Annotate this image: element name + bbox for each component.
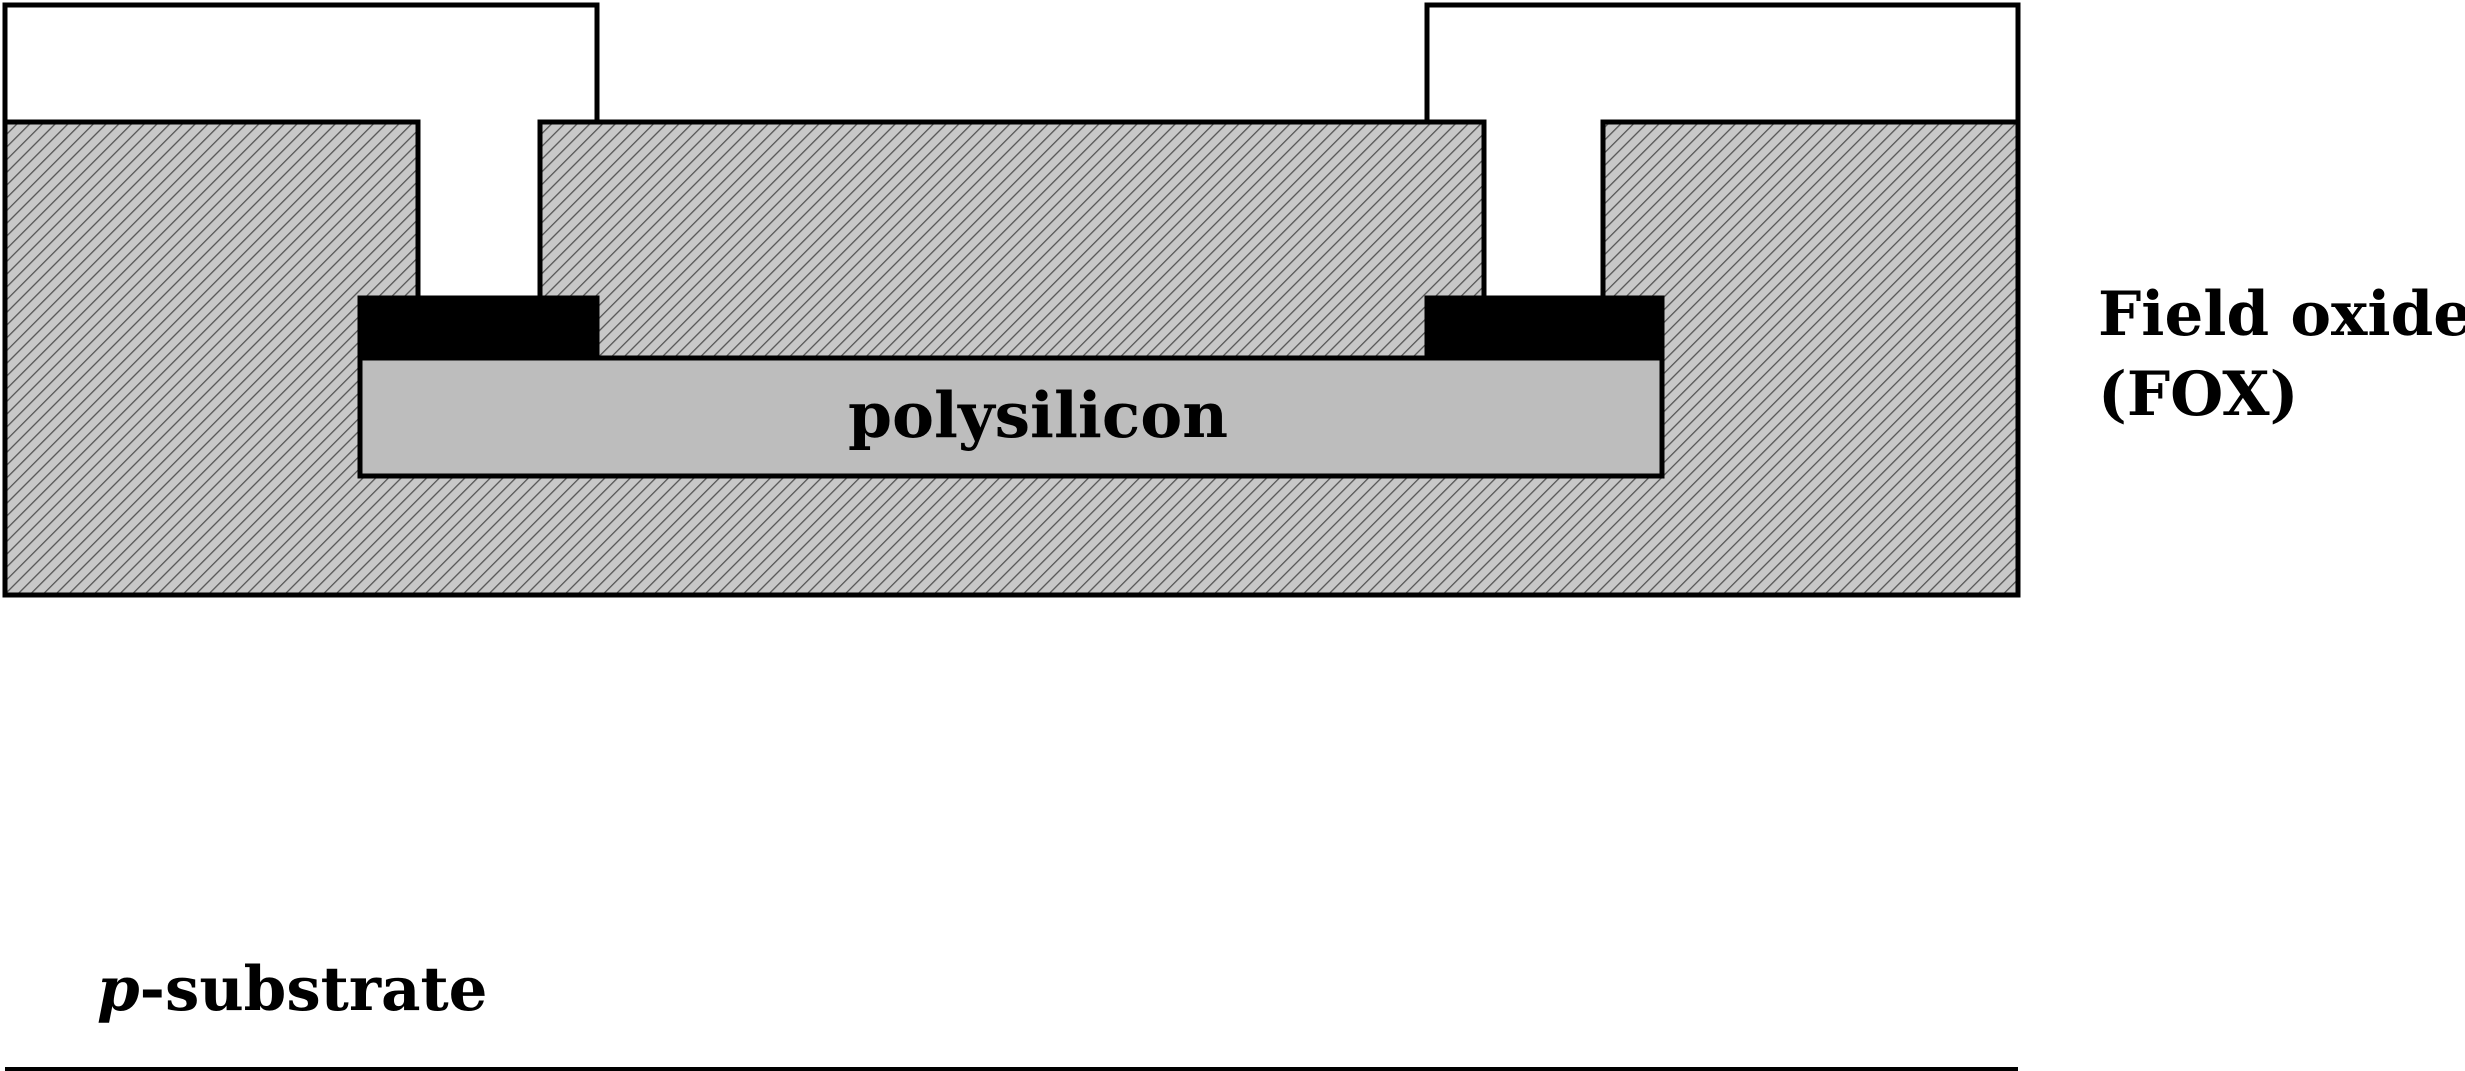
field-oxide-abbrev-label: (FOX) xyxy=(2098,359,2298,430)
contact-pad-right xyxy=(1424,295,1665,361)
p-substrate-label: p-substrate xyxy=(97,954,488,1025)
polysilicon-label: polysilicon xyxy=(848,378,1228,452)
substrate-word: -substrate xyxy=(140,954,488,1025)
polysilicon-layer xyxy=(357,355,1665,479)
contact-pad-left xyxy=(357,295,600,361)
field-oxide-label: Field oxide xyxy=(2098,279,2465,350)
substrate-type-letter: p xyxy=(97,954,140,1025)
